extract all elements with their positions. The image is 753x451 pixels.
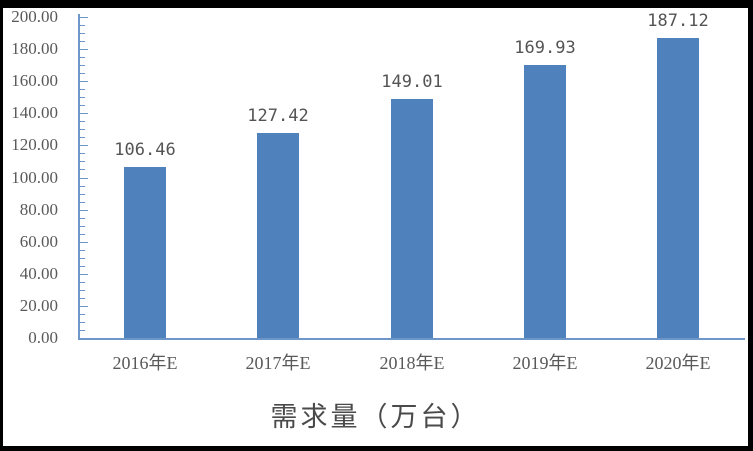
y-major-tick: [80, 17, 88, 18]
y-minor-tick: [80, 202, 85, 203]
y-minor-tick: [80, 330, 85, 331]
y-minor-tick: [80, 65, 85, 66]
bar: [657, 38, 699, 338]
x-axis-category-label: 2016年E: [112, 353, 178, 373]
y-minor-tick: [80, 226, 85, 227]
y-minor-tick: [80, 89, 85, 90]
y-minor-tick: [80, 314, 85, 315]
bar-value-label: 106.46: [114, 140, 176, 160]
y-minor-tick: [80, 250, 85, 251]
y-minor-tick: [80, 121, 85, 122]
y-minor-tick: [80, 194, 85, 195]
bar: [257, 133, 299, 338]
y-axis-tick-label: 0.00: [28, 328, 58, 347]
bar-value-label: 149.01: [381, 72, 443, 92]
chart-title: 需求量（万台）: [270, 402, 481, 432]
y-minor-tick: [80, 161, 85, 162]
y-major-tick: [80, 145, 88, 146]
y-axis-tick-label: 20.00: [19, 296, 58, 315]
y-minor-tick: [80, 57, 85, 58]
bar-value-label: 187.12: [647, 11, 709, 31]
bar: [391, 99, 433, 338]
y-minor-tick: [80, 290, 85, 291]
y-axis-tick-label: 40.00: [19, 264, 58, 283]
y-axis-tick-label: 160.00: [11, 71, 58, 90]
y-minor-tick: [80, 41, 85, 42]
bar: [524, 65, 566, 338]
y-major-tick: [80, 274, 88, 275]
y-minor-tick: [80, 73, 85, 74]
y-minor-tick: [80, 153, 85, 154]
x-axis-category-label: 2020年E: [645, 353, 711, 373]
y-major-tick: [80, 178, 88, 179]
y-minor-tick: [80, 218, 85, 219]
y-axis-tick-label: 100.00: [11, 168, 58, 187]
y-major-tick: [80, 210, 88, 211]
y-minor-tick: [80, 97, 85, 98]
y-minor-tick: [80, 322, 85, 323]
y-minor-tick: [80, 298, 85, 299]
y-minor-tick: [80, 266, 85, 267]
y-minor-tick: [80, 105, 85, 106]
x-axis-category-label: 2017年E: [245, 353, 311, 373]
y-axis-line: [78, 14, 80, 340]
y-axis-tick-label: 80.00: [19, 200, 58, 219]
y-minor-tick: [80, 186, 85, 187]
bar-value-label: 127.42: [247, 106, 309, 126]
x-axis-line: [78, 338, 745, 340]
x-axis-category-label: 2019年E: [512, 353, 578, 373]
y-axis-tick-label: 140.00: [11, 103, 58, 122]
bar: [124, 167, 166, 338]
y-axis-tick-label: 180.00: [11, 39, 58, 58]
y-axis-tick-label: 200.00: [11, 7, 58, 26]
y-major-tick: [80, 113, 88, 114]
y-minor-tick: [80, 282, 85, 283]
x-axis-category-label: 2018年E: [379, 353, 445, 373]
y-axis-tick-label: 60.00: [19, 232, 58, 251]
y-major-tick: [80, 338, 88, 339]
y-minor-tick: [80, 137, 85, 138]
bar-chart: 0.00 20.00 40.00 60.00 80.00 100.00 120.00 140.…: [3, 8, 748, 446]
y-major-tick: [80, 81, 88, 82]
y-minor-tick: [80, 129, 85, 130]
y-major-tick: [80, 306, 88, 307]
y-axis-tick-label: 120.00: [11, 135, 58, 154]
y-major-tick: [80, 242, 88, 243]
y-major-tick: [80, 49, 88, 50]
bar-value-label: 169.93: [514, 38, 576, 58]
y-minor-tick: [80, 169, 85, 170]
y-minor-tick: [80, 33, 85, 34]
y-minor-tick: [80, 25, 85, 26]
y-minor-tick: [80, 258, 85, 259]
y-minor-tick: [80, 234, 85, 235]
